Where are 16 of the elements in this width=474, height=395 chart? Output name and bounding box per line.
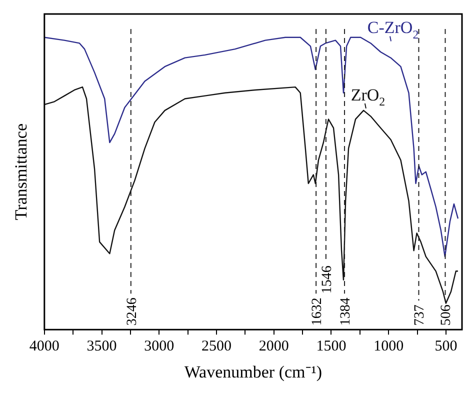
y-axis-title: Transmittance (12, 123, 31, 220)
ref-line-label: 737 (412, 304, 428, 326)
ref-line-label: 1384 (338, 298, 354, 326)
x-axis-title: Wavenumber (cm⁻¹) (184, 362, 322, 382)
ref-line-label: 1632 (310, 298, 325, 326)
ref-line-label: 506 (439, 304, 454, 326)
x-tick-label: 2000 (258, 338, 289, 355)
x-tick-label: 3500 (86, 338, 117, 355)
ref-line-label: 3246 (124, 298, 140, 326)
x-tick-label: 4000 (29, 338, 60, 355)
x-tick-label: 1500 (316, 338, 346, 355)
x-tick-label: 2500 (201, 338, 232, 355)
x-tick-label: 1000 (374, 338, 404, 355)
x-tick-label: 500 (434, 338, 458, 355)
x-tick-label: 3000 (144, 338, 174, 355)
ref-line-label: 1546 (320, 266, 335, 294)
